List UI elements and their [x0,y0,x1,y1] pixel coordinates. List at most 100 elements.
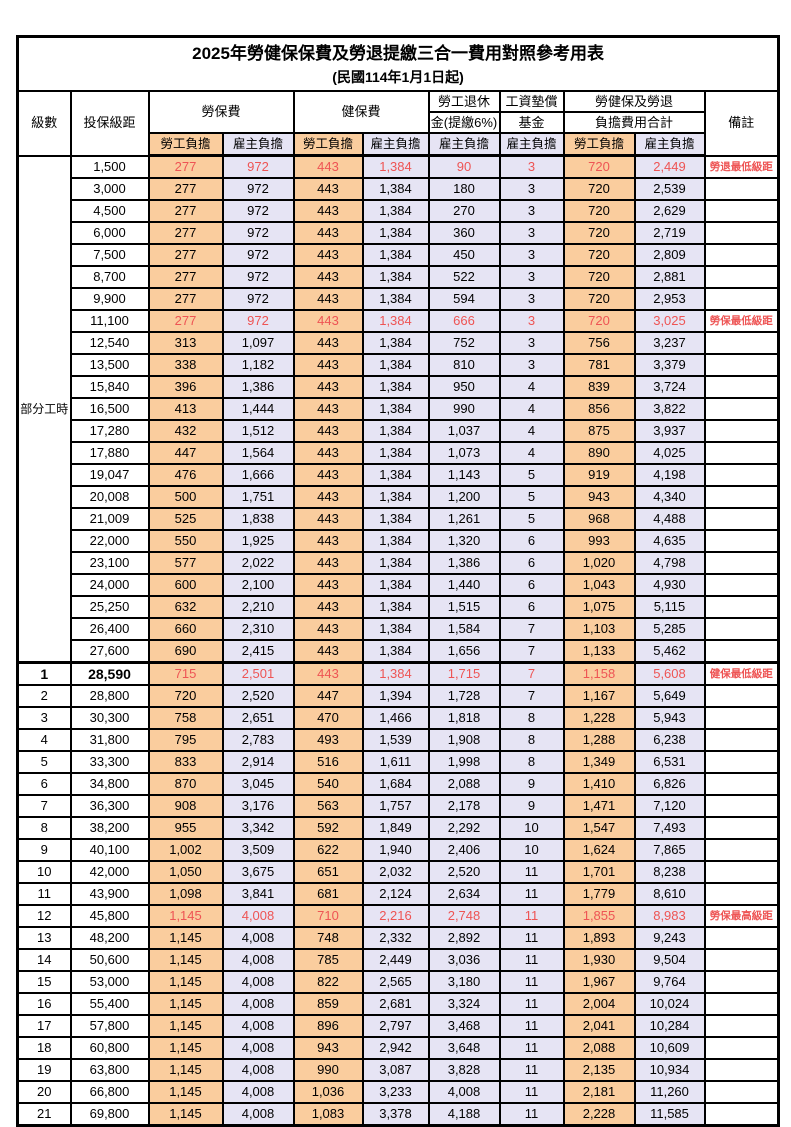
table-row: 23,100 577 2,022 443 1,384 1,386 6 1,020 4,798 [18,551,780,575]
labor-employee-cell: 870 [147,772,224,796]
remark-cell [703,816,780,840]
labor-employee-cell: 1,098 [147,882,224,906]
total-employer-cell: 6,531 [633,750,706,774]
labor-employee-cell: 277 [147,243,224,267]
health-employee-cell: 748 [292,926,364,950]
table-row: 13 48,200 1,145 4,008 748 2,332 2,892 11 1,893 9,… [16,926,780,950]
pension-employer-cell: 2,292 [427,816,501,840]
labor-employee-cell: 908 [147,794,224,818]
header-row-3: 勞工負擔 雇主負擔 勞工負擔 雇主負擔 雇主負擔 雇主負擔 勞工負擔 雇主負擔 [18,132,779,157]
header-row-1: 級數 投保級距 勞保費 健保費 勞工退休 工資墊償 勞健保及勞退 備註 [16,90,780,157]
total-employee-cell: 1,167 [562,684,636,708]
health-employer-cell: 1,849 [361,816,430,840]
health-employee-cell: 443 [292,177,364,201]
bracket-cell: 45,800 [69,904,150,928]
labor-employer-cell: 1,386 [221,375,295,399]
total-employee-cell: 2,088 [562,1036,636,1060]
health-employer-cell: 2,449 [361,948,430,972]
total-employee-cell: 720 [562,287,636,311]
labor-employer-cell: 972 [221,309,295,333]
title-row: 2025年勞健保保費及勞退提繳三合一費用對照參考用表 (民國114年1月1日起) [16,35,780,92]
wage-fund-employer-cell: 6 [498,573,565,597]
total-employee-cell: 1,624 [562,838,636,862]
total-employer-cell: 8,610 [633,882,706,906]
total-employer-cell: 6,826 [633,772,706,796]
health-employee-cell: 859 [292,992,364,1016]
total-employee-cell: 720 [562,243,636,267]
pension-employer-cell: 1,818 [427,706,501,730]
health-employer-cell: 1,384 [361,595,430,619]
table-row: 17,280 432 1,512 443 1,384 1,037 4 875 3,937 [18,419,780,443]
bracket-cell: 53,000 [69,970,150,994]
health-employee-cell: 443 [292,529,364,553]
level-cell: 17 [16,1014,72,1038]
health-employee-cell: 785 [292,948,364,972]
pension-employer-cell: 810 [427,353,501,377]
pension-employer-cell: 4,008 [427,1080,501,1104]
labor-employer-cell: 972 [221,177,295,201]
health-employee-cell: 443 [292,309,364,333]
remark-cell [703,926,780,950]
table-row: 6 34,800 870 3,045 540 1,684 2,088 9 1,410 6,826 [16,772,780,796]
labor-employer-cell: 2,651 [221,706,295,730]
health-employer-cell: 1,384 [361,375,430,399]
remark-cell [703,617,780,641]
labor-employee-cell: 1,145 [147,904,224,928]
health-employee-cell: 447 [292,684,364,708]
labor-employee-cell: 1,145 [147,1102,224,1127]
remark-cell [703,375,780,399]
col-header-bracket: 投保級距 [69,90,150,157]
table-row: 1 28,590 715 2,501 443 1,384 1,715 7 1,158 5,608 健… [16,661,780,686]
labor-employee-cell: 1,050 [147,860,224,884]
level-cell: 7 [16,794,72,818]
total-employee-cell: 1,020 [562,551,636,575]
health-employer-cell: 2,332 [361,926,430,950]
health-employee-cell: 443 [292,507,364,531]
total-employee-cell: 720 [562,154,636,179]
health-employer-cell: 1,384 [361,309,430,333]
health-employer-cell: 1,384 [361,331,430,355]
pension-employer-cell: 2,748 [427,904,501,928]
pension-employer-cell: 1,728 [427,684,501,708]
health-employer-cell: 3,087 [361,1058,430,1082]
labor-employee-cell: 277 [147,265,224,289]
health-employer-cell: 1,384 [361,573,430,597]
table-row: 16 55,400 1,145 4,008 859 2,681 3,324 11 2,004 10… [16,992,780,1016]
labor-employer-cell: 4,008 [221,1102,295,1127]
level-cell: 2 [16,684,72,708]
table-row: 4 31,800 795 2,783 493 1,539 1,908 8 1,288 6,238 [16,728,780,752]
labor-employer-cell: 1,444 [221,397,295,421]
bracket-cell: 12,540 [69,331,150,355]
total-employer-cell: 6,238 [633,728,706,752]
labor-employee-cell: 1,145 [147,1036,224,1060]
table-row: 24,000 600 2,100 443 1,384 1,440 6 1,043 4,930 [18,573,780,597]
remark-cell: 健保最低級距 [703,661,780,686]
level-cell: 19 [16,1058,72,1082]
table-body: 部分工時 1,500 277 972 443 1,384 90 3 720 2,449 勞退最低級距… [16,154,780,1127]
total-employee-cell: 2,004 [562,992,636,1016]
bracket-cell: 25,250 [69,595,150,619]
bracket-cell: 28,590 [69,661,150,686]
wage-fund-employer-cell: 4 [498,397,565,421]
pension-employer-cell: 752 [427,331,501,355]
labor-employee-cell: 577 [147,551,224,575]
wage-fund-employer-cell: 6 [498,529,565,553]
total-employee-cell: 720 [562,199,636,223]
labor-employee-cell: 277 [147,221,224,245]
level-cell: 9 [16,838,72,862]
total-employer-cell: 11,260 [633,1080,706,1104]
table-row: 12 45,800 1,145 4,008 710 2,216 2,748 11 1,855 8,… [16,904,780,928]
wage-fund-employer-cell: 11 [498,1036,565,1060]
wage-fund-employer-cell: 8 [498,750,565,774]
labor-employee-cell: 476 [147,463,224,487]
table-row: 17 57,800 1,145 4,008 896 2,797 3,468 11 2,041 10… [16,1014,780,1038]
pension-employer-cell: 1,143 [427,463,501,487]
total-employee-cell: 1,893 [562,926,636,950]
total-employee-cell: 1,471 [562,794,636,818]
total-employer-cell: 4,488 [633,507,706,531]
labor-employer-cell: 4,008 [221,1080,295,1104]
subheader-labor-employer: 雇主負擔 [221,132,295,157]
pension-employer-cell: 2,520 [427,860,501,884]
health-employee-cell: 443 [292,661,364,686]
